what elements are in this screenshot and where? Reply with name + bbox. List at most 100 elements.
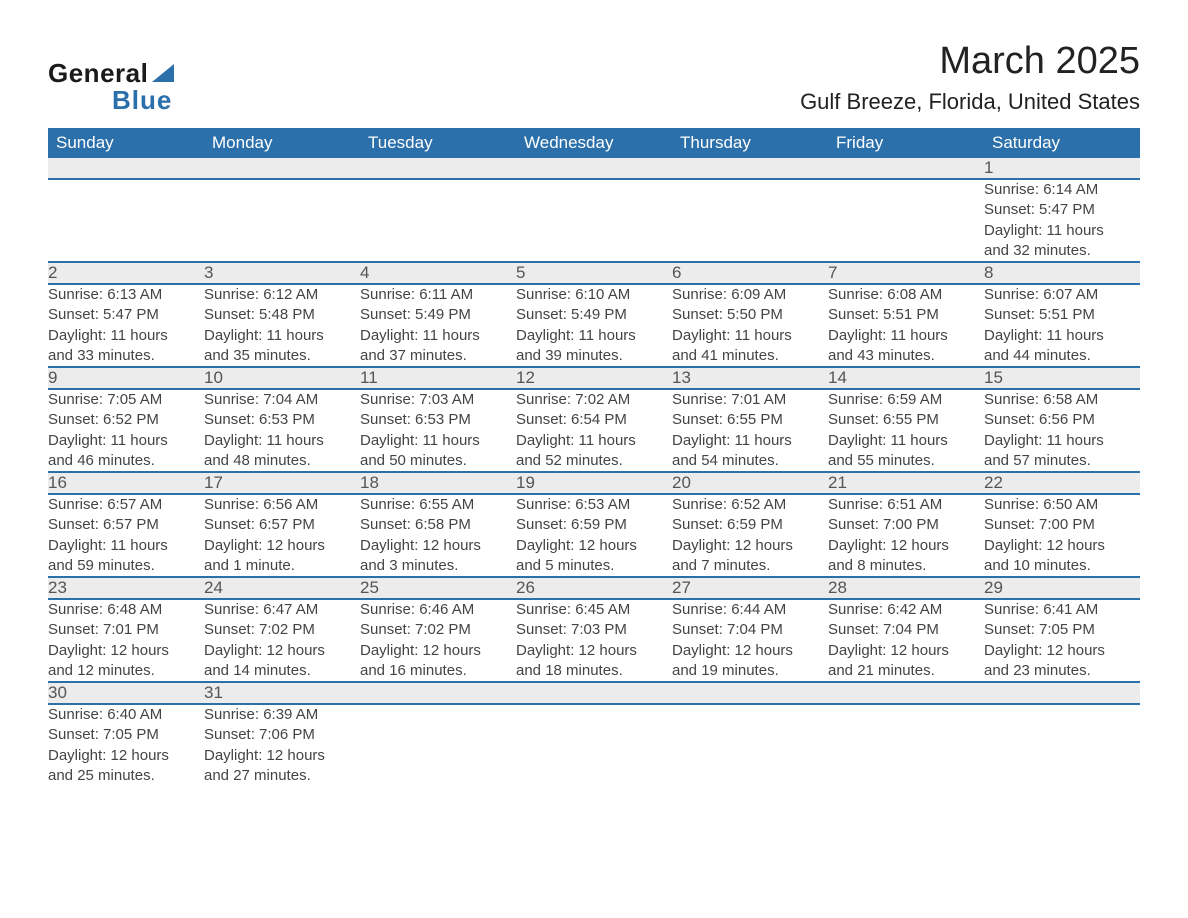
sunset-text: Sunset: 5:51 PM [984, 305, 1140, 325]
calendar-week-numrow: 9101112131415 [48, 367, 1140, 389]
sunset-text: Sunset: 7:01 PM [48, 620, 204, 640]
sunset-text: Sunset: 6:57 PM [48, 515, 204, 535]
daylight-line2: and 52 minutes. [516, 451, 672, 471]
daylight-line2: and 32 minutes. [984, 241, 1140, 261]
day-detail-cell [516, 179, 672, 262]
sunrise-text: Sunrise: 6:52 AM [672, 495, 828, 515]
day-detail-cell [516, 704, 672, 786]
sunset-text: Sunset: 7:03 PM [516, 620, 672, 640]
sunrise-text: Sunrise: 6:44 AM [672, 600, 828, 620]
day-detail-cell [828, 704, 984, 786]
sunset-text: Sunset: 7:04 PM [828, 620, 984, 640]
day-number-cell [828, 158, 984, 179]
title-location: Gulf Breeze, Florida, United States [800, 89, 1140, 115]
sunrise-text: Sunrise: 6:50 AM [984, 495, 1140, 515]
calendar-week-detailrow: Sunrise: 6:57 AMSunset: 6:57 PMDaylight:… [48, 494, 1140, 577]
sunrise-text: Sunrise: 6:55 AM [360, 495, 516, 515]
daylight-line1: Daylight: 12 hours [204, 536, 360, 556]
daylight-line2: and 3 minutes. [360, 556, 516, 576]
day-detail-cell: Sunrise: 6:47 AMSunset: 7:02 PMDaylight:… [204, 599, 360, 682]
dayhead-tue: Tuesday [360, 128, 516, 158]
sunrise-text: Sunrise: 6:40 AM [48, 705, 204, 725]
calendar-week-numrow: 2345678 [48, 262, 1140, 284]
daylight-line1: Daylight: 12 hours [48, 746, 204, 766]
sunrise-text: Sunrise: 7:01 AM [672, 390, 828, 410]
day-number-cell: 22 [984, 472, 1140, 494]
daylight-line1: Daylight: 12 hours [204, 746, 360, 766]
daylight-line2: and 14 minutes. [204, 661, 360, 681]
day-detail-cell [672, 704, 828, 786]
title-block: March 2025 Gulf Breeze, Florida, United … [800, 40, 1140, 115]
sunrise-text: Sunrise: 7:04 AM [204, 390, 360, 410]
day-number-cell: 11 [360, 367, 516, 389]
day-number-cell: 10 [204, 367, 360, 389]
day-detail-cell: Sunrise: 6:52 AMSunset: 6:59 PMDaylight:… [672, 494, 828, 577]
sunset-text: Sunset: 6:59 PM [516, 515, 672, 535]
day-number-cell [360, 158, 516, 179]
day-detail-cell: Sunrise: 6:10 AMSunset: 5:49 PMDaylight:… [516, 284, 672, 367]
day-number-cell: 2 [48, 262, 204, 284]
sunrise-text: Sunrise: 6:41 AM [984, 600, 1140, 620]
sunset-text: Sunset: 7:00 PM [828, 515, 984, 535]
calendar-week-detailrow: Sunrise: 7:05 AMSunset: 6:52 PMDaylight:… [48, 389, 1140, 472]
daylight-line1: Daylight: 12 hours [672, 641, 828, 661]
sunset-text: Sunset: 7:02 PM [204, 620, 360, 640]
sunset-text: Sunset: 6:55 PM [828, 410, 984, 430]
dayhead-mon: Monday [204, 128, 360, 158]
daylight-line2: and 21 minutes. [828, 661, 984, 681]
day-detail-cell: Sunrise: 7:01 AMSunset: 6:55 PMDaylight:… [672, 389, 828, 472]
day-detail-cell [984, 704, 1140, 786]
day-number-cell [672, 158, 828, 179]
calendar-week-detailrow: Sunrise: 6:40 AMSunset: 7:05 PMDaylight:… [48, 704, 1140, 786]
day-number-cell: 21 [828, 472, 984, 494]
sunset-text: Sunset: 7:06 PM [204, 725, 360, 745]
sunset-text: Sunset: 6:55 PM [672, 410, 828, 430]
daylight-line2: and 48 minutes. [204, 451, 360, 471]
dayhead-wed: Wednesday [516, 128, 672, 158]
day-detail-cell: Sunrise: 6:50 AMSunset: 7:00 PMDaylight:… [984, 494, 1140, 577]
day-detail-cell: Sunrise: 6:41 AMSunset: 7:05 PMDaylight:… [984, 599, 1140, 682]
sunrise-text: Sunrise: 7:02 AM [516, 390, 672, 410]
calendar-week-numrow: 3031 [48, 682, 1140, 704]
sunrise-text: Sunrise: 6:09 AM [672, 285, 828, 305]
sunrise-text: Sunrise: 6:14 AM [984, 180, 1140, 200]
day-number-cell [48, 158, 204, 179]
sunrise-text: Sunrise: 6:59 AM [828, 390, 984, 410]
day-detail-cell: Sunrise: 7:04 AMSunset: 6:53 PMDaylight:… [204, 389, 360, 472]
daylight-line1: Daylight: 11 hours [516, 431, 672, 451]
sunset-text: Sunset: 6:54 PM [516, 410, 672, 430]
daylight-line2: and 59 minutes. [48, 556, 204, 576]
daylight-line2: and 55 minutes. [828, 451, 984, 471]
day-detail-cell: Sunrise: 6:45 AMSunset: 7:03 PMDaylight:… [516, 599, 672, 682]
day-detail-cell [828, 179, 984, 262]
sunrise-text: Sunrise: 6:11 AM [360, 285, 516, 305]
day-number-cell: 6 [672, 262, 828, 284]
logo: General Blue [48, 58, 174, 116]
calendar-week-detailrow: Sunrise: 6:48 AMSunset: 7:01 PMDaylight:… [48, 599, 1140, 682]
day-number-cell [984, 682, 1140, 704]
dayhead-fri: Friday [828, 128, 984, 158]
sunset-text: Sunset: 5:50 PM [672, 305, 828, 325]
daylight-line1: Daylight: 11 hours [828, 326, 984, 346]
daylight-line1: Daylight: 12 hours [516, 536, 672, 556]
day-number-cell [516, 158, 672, 179]
sunset-text: Sunset: 7:04 PM [672, 620, 828, 640]
day-detail-cell [360, 704, 516, 786]
day-detail-cell: Sunrise: 6:48 AMSunset: 7:01 PMDaylight:… [48, 599, 204, 682]
day-detail-cell: Sunrise: 6:42 AMSunset: 7:04 PMDaylight:… [828, 599, 984, 682]
daylight-line2: and 18 minutes. [516, 661, 672, 681]
sunset-text: Sunset: 5:49 PM [516, 305, 672, 325]
daylight-line2: and 44 minutes. [984, 346, 1140, 366]
day-detail-cell: Sunrise: 6:11 AMSunset: 5:49 PMDaylight:… [360, 284, 516, 367]
daylight-line1: Daylight: 11 hours [984, 221, 1140, 241]
sunset-text: Sunset: 6:52 PM [48, 410, 204, 430]
sunrise-text: Sunrise: 6:12 AM [204, 285, 360, 305]
title-month: March 2025 [800, 40, 1140, 83]
daylight-line2: and 1 minute. [204, 556, 360, 576]
dayhead-sat: Saturday [984, 128, 1140, 158]
day-number-cell: 30 [48, 682, 204, 704]
day-number-cell: 23 [48, 577, 204, 599]
day-number-cell: 16 [48, 472, 204, 494]
daylight-line1: Daylight: 11 hours [48, 431, 204, 451]
sunset-text: Sunset: 6:57 PM [204, 515, 360, 535]
